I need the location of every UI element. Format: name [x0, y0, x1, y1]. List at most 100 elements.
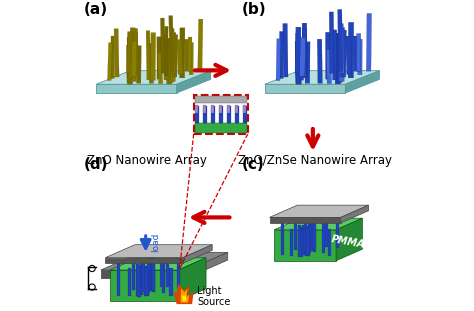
Polygon shape: [326, 32, 331, 79]
Bar: [194, 95, 248, 134]
Polygon shape: [131, 41, 137, 76]
Bar: [243, 105, 246, 113]
Polygon shape: [148, 44, 154, 83]
Polygon shape: [133, 33, 138, 74]
Bar: [219, 106, 223, 123]
Polygon shape: [128, 51, 133, 84]
Polygon shape: [165, 259, 169, 287]
Bar: [227, 106, 231, 123]
Polygon shape: [308, 225, 311, 253]
Polygon shape: [182, 295, 187, 301]
Bar: [203, 105, 206, 113]
Polygon shape: [306, 228, 310, 255]
Text: PMMA: PMMA: [330, 234, 365, 250]
Polygon shape: [348, 22, 354, 78]
Polygon shape: [128, 268, 131, 296]
Polygon shape: [313, 220, 316, 249]
Polygon shape: [265, 71, 379, 84]
Polygon shape: [304, 221, 307, 252]
Polygon shape: [110, 258, 206, 270]
Polygon shape: [177, 71, 210, 93]
Polygon shape: [152, 258, 155, 291]
Polygon shape: [328, 229, 331, 256]
Polygon shape: [110, 270, 178, 301]
Text: (c): (c): [242, 157, 264, 172]
Polygon shape: [118, 262, 120, 295]
Polygon shape: [127, 37, 132, 77]
Polygon shape: [148, 259, 152, 290]
Polygon shape: [137, 46, 141, 83]
Text: load: load: [151, 233, 160, 252]
Bar: [203, 106, 207, 123]
Polygon shape: [274, 218, 363, 230]
Polygon shape: [299, 227, 302, 254]
Polygon shape: [152, 259, 155, 289]
Polygon shape: [283, 24, 288, 77]
Polygon shape: [147, 263, 150, 293]
Polygon shape: [300, 230, 303, 257]
Polygon shape: [327, 49, 331, 84]
Bar: [195, 123, 246, 132]
Polygon shape: [177, 40, 183, 74]
Polygon shape: [133, 29, 138, 78]
Polygon shape: [146, 267, 148, 295]
Polygon shape: [136, 264, 139, 295]
Polygon shape: [312, 218, 315, 249]
Polygon shape: [188, 37, 192, 71]
Polygon shape: [157, 37, 162, 79]
Polygon shape: [313, 221, 316, 252]
Polygon shape: [146, 269, 149, 296]
Polygon shape: [270, 205, 369, 217]
Polygon shape: [187, 252, 228, 278]
Bar: [195, 105, 198, 113]
Polygon shape: [126, 45, 132, 83]
Polygon shape: [198, 19, 203, 71]
Polygon shape: [356, 34, 361, 71]
Polygon shape: [96, 84, 177, 93]
Polygon shape: [171, 39, 176, 81]
Polygon shape: [138, 269, 141, 297]
Polygon shape: [339, 28, 345, 78]
Polygon shape: [340, 30, 346, 77]
Polygon shape: [346, 36, 352, 74]
Polygon shape: [180, 28, 185, 78]
Polygon shape: [111, 36, 115, 78]
Text: Light
Source: Light Source: [197, 285, 231, 307]
Bar: [235, 106, 238, 123]
Polygon shape: [130, 45, 135, 80]
Polygon shape: [295, 27, 301, 73]
Polygon shape: [105, 258, 183, 263]
Polygon shape: [332, 30, 337, 80]
Polygon shape: [177, 255, 180, 288]
Polygon shape: [298, 226, 301, 257]
Bar: [227, 105, 230, 113]
Polygon shape: [337, 34, 342, 82]
Polygon shape: [114, 29, 119, 77]
Polygon shape: [298, 225, 301, 255]
Polygon shape: [142, 260, 146, 291]
Polygon shape: [336, 218, 363, 261]
Polygon shape: [310, 220, 312, 247]
Polygon shape: [178, 258, 206, 301]
Polygon shape: [132, 262, 135, 290]
Text: (d): (d): [84, 157, 108, 172]
Polygon shape: [280, 31, 283, 78]
Polygon shape: [96, 71, 210, 84]
Bar: [219, 105, 222, 113]
Polygon shape: [137, 265, 140, 297]
Polygon shape: [161, 259, 164, 287]
Polygon shape: [274, 230, 336, 261]
Polygon shape: [296, 33, 301, 77]
Polygon shape: [339, 24, 344, 73]
Polygon shape: [183, 245, 212, 263]
Polygon shape: [358, 39, 362, 75]
Polygon shape: [336, 217, 339, 248]
Polygon shape: [101, 270, 187, 278]
Polygon shape: [305, 226, 308, 256]
Polygon shape: [281, 223, 284, 255]
Polygon shape: [162, 259, 165, 293]
Bar: [211, 105, 214, 113]
Polygon shape: [317, 39, 322, 83]
Polygon shape: [276, 39, 281, 81]
Text: (a): (a): [84, 2, 108, 17]
